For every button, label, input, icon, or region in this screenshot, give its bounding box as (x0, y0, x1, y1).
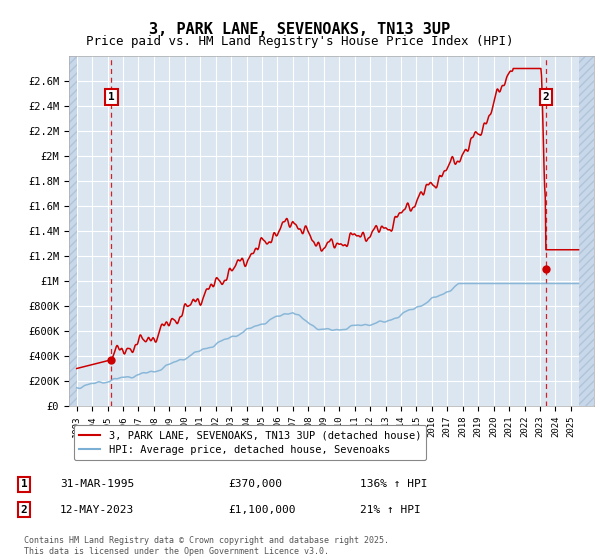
Text: 1: 1 (108, 92, 115, 102)
Text: Contains HM Land Registry data © Crown copyright and database right 2025.
This d: Contains HM Land Registry data © Crown c… (24, 536, 389, 556)
Text: 21% ↑ HPI: 21% ↑ HPI (360, 505, 421, 515)
Text: £370,000: £370,000 (228, 479, 282, 489)
Text: Price paid vs. HM Land Registry's House Price Index (HPI): Price paid vs. HM Land Registry's House … (86, 35, 514, 48)
Text: 31-MAR-1995: 31-MAR-1995 (60, 479, 134, 489)
Text: 12-MAY-2023: 12-MAY-2023 (60, 505, 134, 515)
Text: 3, PARK LANE, SEVENOAKS, TN13 3UP: 3, PARK LANE, SEVENOAKS, TN13 3UP (149, 22, 451, 38)
Bar (578, 56, 594, 406)
Bar (69, 56, 77, 406)
Text: 2: 2 (20, 505, 28, 515)
Text: 2: 2 (542, 92, 549, 102)
Text: 1: 1 (20, 479, 28, 489)
Text: 136% ↑ HPI: 136% ↑ HPI (360, 479, 427, 489)
Legend: 3, PARK LANE, SEVENOAKS, TN13 3UP (detached house), HPI: Average price, detached: 3, PARK LANE, SEVENOAKS, TN13 3UP (detac… (74, 425, 426, 460)
Text: £1,100,000: £1,100,000 (228, 505, 296, 515)
